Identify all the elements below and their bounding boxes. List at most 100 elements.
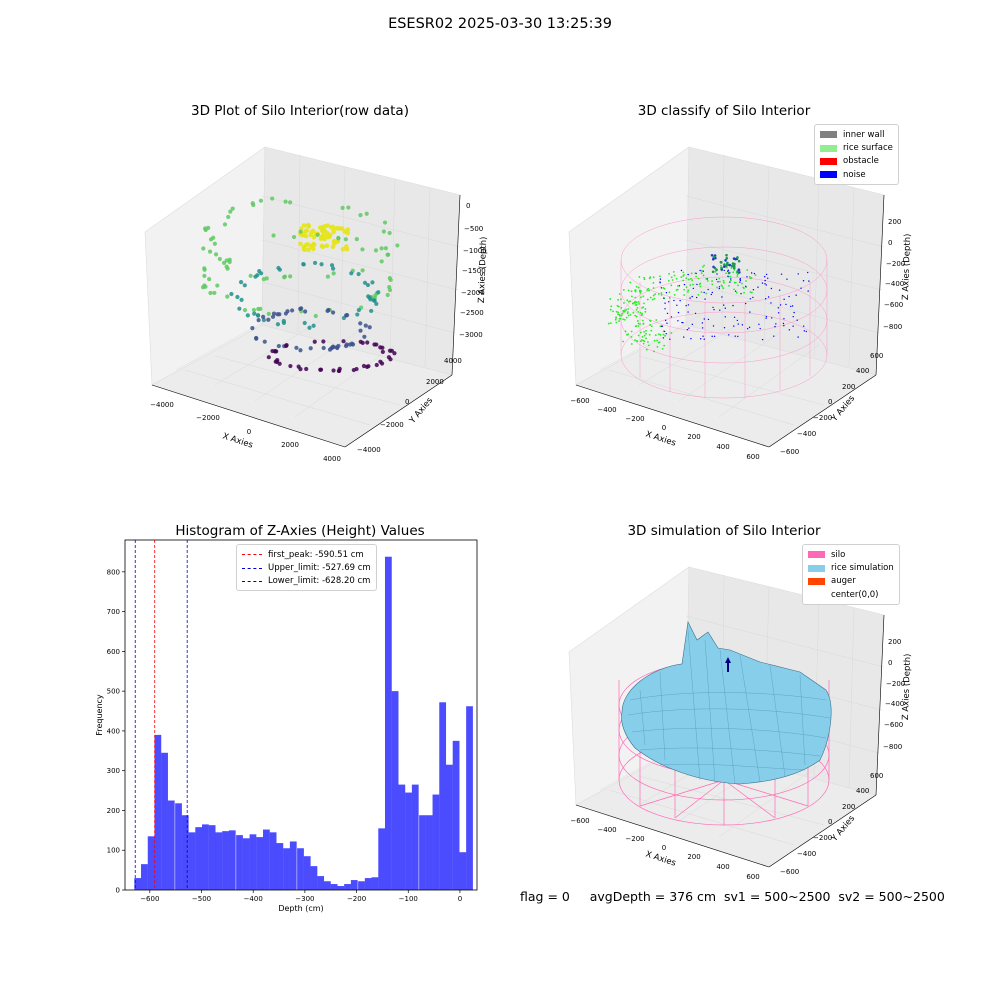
classify-noise-point (802, 325, 805, 327)
raw-point (360, 268, 365, 273)
classify-noise-point (753, 272, 756, 275)
raw-point (230, 206, 235, 211)
classify-noise-point (669, 338, 671, 340)
raw-point (367, 325, 372, 330)
legend-label: auger (831, 576, 856, 587)
classify-xtick: −200 (625, 415, 644, 423)
histogram-yticks: 0 100 200 300 400 500 600 700 800 (107, 568, 125, 895)
classify-rice-point (622, 318, 625, 321)
classify-noise-point (727, 269, 730, 272)
raw-point (376, 290, 381, 295)
legend-item-center: center(0,0) (808, 588, 894, 601)
classify-noise-point (764, 279, 766, 282)
classify-rice-point (629, 300, 631, 303)
classify-rice-point (627, 308, 630, 310)
classify-noise-point (676, 304, 678, 306)
classify-noise-point (679, 299, 681, 302)
classify-noise-point (710, 293, 713, 296)
classify-rice-point (637, 325, 640, 327)
classify-rice-point (692, 283, 694, 286)
classify-noise-point (765, 317, 767, 319)
classify-rice-point (714, 270, 717, 273)
classify-rice-point (680, 276, 683, 278)
raw-ztick: 0 (466, 202, 470, 210)
raw-point (321, 339, 326, 344)
classify-noise-point (761, 282, 764, 284)
classify-cluster-point (737, 268, 741, 272)
classify-rice-point (682, 279, 685, 282)
classify-noise-point (718, 286, 721, 288)
classify-noise-point (733, 325, 735, 327)
raw-point (298, 229, 303, 234)
classify-rice-point (622, 340, 624, 343)
raw-point (283, 199, 288, 204)
raw-point (328, 224, 334, 230)
classify-noise-point (773, 335, 775, 337)
classify-noise-point (758, 323, 760, 326)
classify-rice-point (734, 281, 737, 284)
raw-point (309, 230, 314, 235)
classify-rice-point (745, 280, 747, 282)
raw-point (225, 266, 230, 271)
raw-point (206, 225, 211, 230)
raw-zlabel: Z Axies (Depth) (477, 236, 489, 303)
classify-noise-point (800, 287, 802, 289)
legend-item-inner-wall: inner wall (820, 128, 893, 141)
raw-point (364, 211, 369, 216)
classify-rice-point (673, 274, 676, 277)
simulation-plot-title: 3D simulation of Silo Interior (627, 523, 821, 539)
raw-point (207, 276, 212, 282)
classify-rice-point (699, 285, 702, 288)
raw-point (299, 306, 304, 311)
classify-rice-point (735, 291, 738, 294)
raw-xtick: −2000 (196, 414, 220, 422)
histogram-legend: first_peak: -590.51 cm Upper_limit: -527… (236, 544, 377, 592)
simulation-ytick: 600 (870, 772, 883, 780)
classify-noise-point (739, 279, 742, 282)
histogram-bar (181, 815, 189, 890)
classify-noise-point (740, 292, 742, 295)
classify-noise-point (802, 280, 805, 282)
classify-rice-point (650, 329, 653, 332)
raw-point (305, 222, 311, 228)
classify-rice-point (702, 265, 704, 268)
classify-rice-point (630, 330, 633, 333)
raw-point (362, 334, 367, 339)
classify-cluster-point (713, 266, 717, 270)
raw-ztick: −1500 (462, 267, 486, 275)
raw-point (261, 317, 267, 323)
raw-ytick: −4000 (357, 446, 381, 454)
classify-rice-point (643, 340, 646, 343)
classify-noise-point (721, 296, 723, 298)
classify-noise-point (695, 272, 697, 275)
raw-point (344, 244, 349, 249)
silo-swatch (808, 551, 825, 559)
classify-rice-point (730, 267, 733, 269)
classify-rice-point (749, 291, 752, 293)
histogram-bar (134, 878, 142, 890)
classify-rice-point (645, 329, 647, 332)
raw-point (242, 283, 247, 288)
raw-point (256, 306, 261, 312)
classify-rice-point (643, 276, 645, 279)
raw-point (235, 294, 240, 300)
classify-rice-point (641, 312, 643, 315)
raw-point (202, 273, 207, 278)
histogram-bar (317, 876, 325, 890)
raw-point (360, 247, 365, 252)
classify-rice-point (646, 341, 649, 343)
raw-point (331, 229, 336, 235)
raw-point (395, 243, 400, 248)
classify-rice-point (639, 340, 642, 343)
classify-noise-point (790, 305, 792, 308)
classify-rice-point (630, 335, 633, 338)
raw-point (306, 247, 311, 252)
classify-noise-point (782, 322, 785, 325)
classify-rice-point (670, 284, 673, 287)
classify-cluster-point (737, 259, 741, 263)
classify-cluster-point (732, 265, 736, 269)
classify-rice-point (640, 296, 642, 299)
classify-noise-point (793, 311, 795, 314)
classify-noise-point (770, 287, 773, 290)
raw-point (307, 325, 312, 330)
